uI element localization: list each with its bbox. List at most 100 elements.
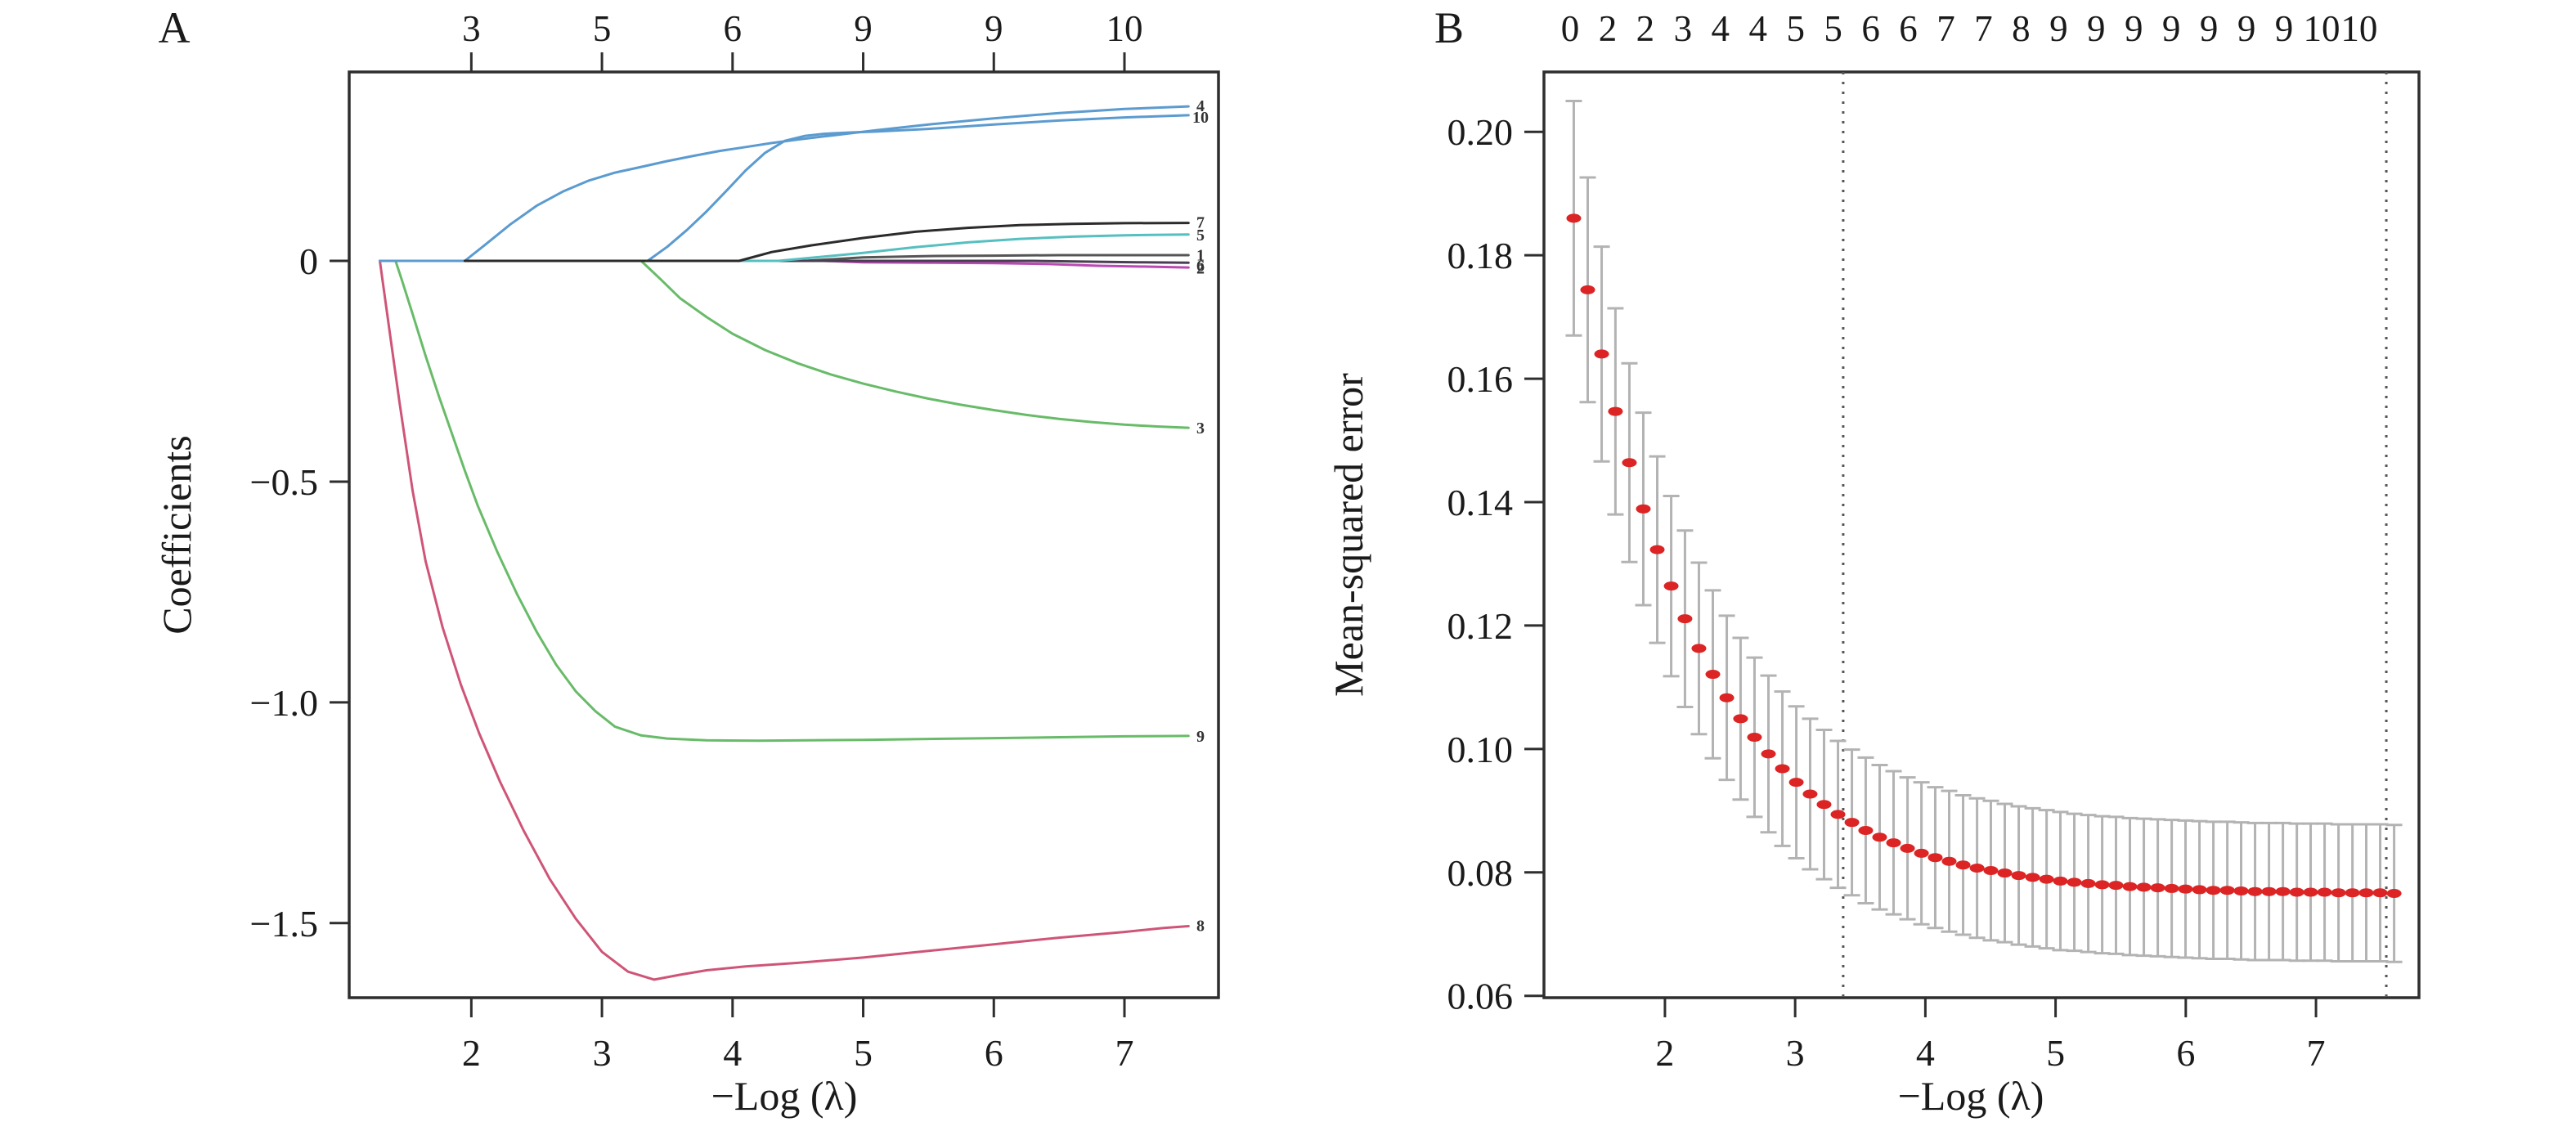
mse-data-point [1747, 733, 1762, 743]
y-axis-tick-label: −1.5 [250, 903, 318, 945]
y-axis-tick-label: −1.0 [250, 682, 318, 724]
y-axis-tick-label: 0.20 [1447, 111, 1514, 153]
coefficient-curve-9 [379, 259, 1190, 743]
x-axis-tick-label: 4 [723, 1032, 742, 1074]
x-axis-tick-label: 3 [593, 1032, 612, 1074]
mse-data-point [1636, 504, 1651, 514]
mse-data-point [1802, 789, 1818, 799]
curve-end-label-1: 1 [1196, 246, 1205, 264]
x-axis-tick-label: 5 [2046, 1032, 2065, 1074]
y-axis-tick-label: 0.14 [1447, 482, 1514, 523]
mse-data-point [2164, 883, 2179, 893]
top-axis-count-label: 5 [593, 8, 612, 49]
y-axis-tick-label: 0 [299, 240, 318, 282]
top-axis-count-label: 9 [2275, 8, 2294, 49]
panel-b-letter: B [1434, 3, 1464, 52]
coefficient-curve-4 [379, 105, 1190, 263]
mse-data-point [2108, 881, 2124, 891]
mse-data-point [1788, 778, 1804, 788]
x-axis-tick-label: 2 [1655, 1032, 1674, 1074]
mse-data-point [2039, 874, 2054, 884]
top-axis-count-label: 7 [1936, 8, 1955, 49]
mse-data-point [1622, 458, 1637, 468]
top-axis-count-label: 9 [2200, 8, 2219, 49]
mse-data-point [2067, 877, 2082, 887]
y-axis-tick-label: 0.16 [1447, 358, 1514, 400]
y-axis-tick-label: 0.18 [1447, 235, 1514, 276]
x-axis-tick-label: 4 [1916, 1032, 1935, 1074]
mse-data-point [1719, 693, 1735, 702]
curve-end-label-10: 10 [1192, 109, 1209, 127]
x-axis-tick-label: 6 [2176, 1032, 2195, 1074]
panel-b-plot-area: 2 3 4 5 6 70.060.080.100.120.140.160.180.200 2… [1447, 8, 2421, 1074]
coefficient-curve-3 [379, 259, 1190, 429]
top-axis-count-label: 4 [1712, 8, 1730, 49]
mse-data-point [2080, 878, 2096, 888]
mse-data-point [1594, 349, 1609, 359]
mse-data-point [1955, 860, 1971, 870]
mse-data-point [1928, 853, 1943, 863]
coefficient-curve-10 [379, 114, 1190, 263]
mse-data-point [1649, 545, 1665, 554]
mse-data-point [1580, 285, 1595, 294]
panel-b-y-axis-title: Mean-squared error [1326, 373, 1371, 697]
top-axis-count-label: 6 [1861, 8, 1880, 49]
mse-data-point [1733, 714, 1748, 724]
mse-data-point [2261, 886, 2277, 896]
mse-data-point [2358, 888, 2374, 898]
mse-data-point [1997, 868, 2013, 878]
curve-end-label-8: 8 [1196, 917, 1205, 935]
mse-data-point [1969, 864, 1985, 873]
mse-data-point [1775, 764, 1790, 774]
top-axis-count-label: 4 [1748, 8, 1767, 49]
curve-end-label-7: 7 [1196, 214, 1205, 232]
y-axis-tick-label: 0.12 [1447, 605, 1514, 647]
mse-data-point [1830, 810, 1846, 819]
y-axis-tick-label: 0.10 [1447, 729, 1514, 770]
mse-data-point [2206, 886, 2221, 895]
mse-data-point [1691, 644, 1707, 653]
top-axis-count-label: 7 [1974, 8, 1993, 49]
top-axis-count-label: 3 [1674, 8, 1693, 49]
panel-b-x-axis-title: −Log (λ) [1898, 1073, 2044, 1119]
mse-data-point [1761, 749, 1776, 759]
coefficient-curve-6 [379, 259, 1190, 264]
mse-data-point [2011, 871, 2026, 881]
x-axis-tick-label: 7 [2307, 1032, 2326, 1074]
mse-data-point [2345, 888, 2360, 898]
mse-data-point [1663, 581, 1679, 591]
top-axis-count-label: 9 [2087, 8, 2106, 49]
plot-box [348, 70, 1220, 999]
mse-data-point [1816, 800, 1832, 810]
mse-data-point [2136, 882, 2152, 892]
mse-data-point [1941, 856, 1957, 866]
mse-data-point [1608, 406, 1623, 416]
mse-data-point [2386, 888, 2402, 898]
top-axis-count-label: 9 [2125, 8, 2143, 49]
curve-end-label-2: 2 [1196, 260, 1205, 278]
y-axis-tick-label: −0.5 [250, 461, 318, 503]
mse-data-point [2289, 887, 2304, 897]
mse-data-point [1900, 843, 1915, 853]
x-axis-tick-label: 7 [1115, 1032, 1133, 1074]
mse-data-point [1886, 838, 1901, 848]
coefficient-curve-5 [379, 233, 1190, 263]
top-axis-count-label: 9 [2049, 8, 2068, 49]
x-axis-tick-label: 5 [854, 1032, 873, 1074]
mse-data-point [1705, 670, 1721, 680]
top-axis-count-label: 2 [1599, 8, 1618, 49]
mse-data-point [1872, 833, 1887, 842]
panel-a-coefficient-paths: A −Log (λ) Coefficients 2 3 4 5 6 7 0 −0.5 −1.0 −… [154, 3, 1220, 1119]
mse-data-point [2247, 886, 2263, 896]
y-axis-tick-label: 0.08 [1447, 852, 1514, 894]
mse-data-point [2150, 883, 2165, 893]
curve-end-label-4: 4 [1196, 97, 1205, 115]
x-axis-tick-label: 3 [1786, 1032, 1805, 1074]
coefficient-curve-8 [379, 259, 1190, 981]
panel-a-x-axis-title: −Log (λ) [711, 1073, 858, 1119]
x-axis-tick-label: 2 [462, 1032, 481, 1074]
mse-data-point [2053, 876, 2068, 886]
top-axis-count-label: 5 [1824, 8, 1842, 49]
